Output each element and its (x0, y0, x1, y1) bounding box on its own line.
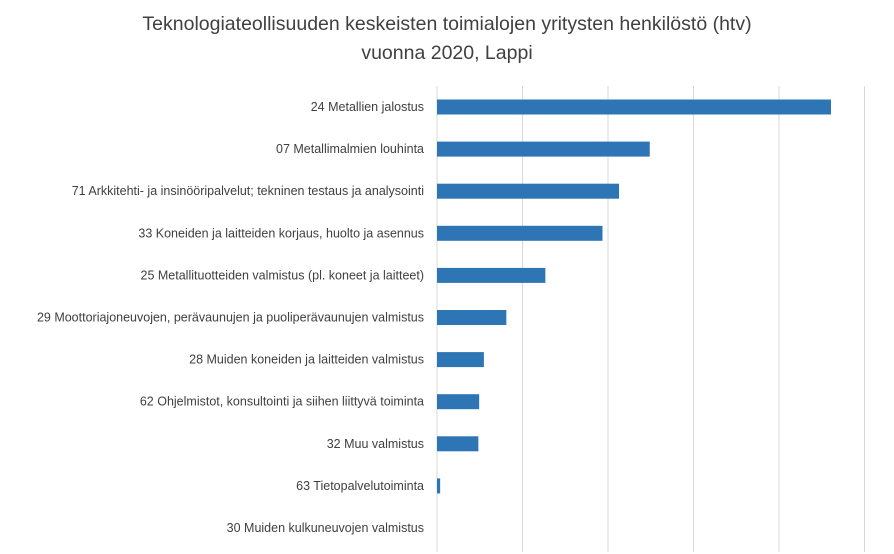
category-label-6: 29 Moottoriajoneuvojen, perävaunujen ja … (37, 311, 424, 325)
category-label-4: 33 Koneiden ja laitteiden korjaus, huolt… (138, 226, 424, 240)
chart-title: Teknologiateollisuuden keskeisten toimia… (0, 10, 894, 68)
bar-10 (437, 478, 441, 494)
category-label-10: 63 Tietopalvelutoiminta (296, 479, 424, 493)
category-label-1: 24 Metallien jalostus (311, 100, 424, 114)
bar-8 (437, 394, 480, 410)
bar-3 (437, 183, 620, 199)
category-labels: 24 Metallien jalostus 07 Metallimalmien l… (37, 100, 424, 535)
bars (437, 99, 831, 494)
category-label-3: 71 Arkkitehti- ja insinööripalvelut; tek… (72, 184, 424, 198)
bar-1 (437, 99, 831, 115)
bar-4 (437, 225, 603, 241)
bar-5 (437, 267, 546, 283)
chart-subtitle: vuonna 2020, Lappi (361, 42, 533, 64)
chart-title-line1: Teknologiateollisuuden keskeisten toimia… (142, 13, 752, 35)
category-label-7: 28 Muiden koneiden ja laitteiden valmist… (189, 353, 424, 367)
bar-9 (437, 436, 479, 452)
category-label-2: 07 Metallimalmien louhinta (276, 142, 424, 156)
category-label-9: 32 Muu valmistus (327, 437, 424, 451)
category-label-5: 25 Metallituotteiden valmistus (pl. kone… (141, 268, 424, 282)
category-label-11: 30 Muiden kulkuneuvojen valmistus (227, 521, 424, 535)
bar-7 (437, 352, 484, 368)
bar-2 (437, 141, 650, 157)
bar-6 (437, 310, 507, 325)
category-label-8: 62 Ohjelmistot, konsultointi ja siihen l… (140, 395, 424, 409)
